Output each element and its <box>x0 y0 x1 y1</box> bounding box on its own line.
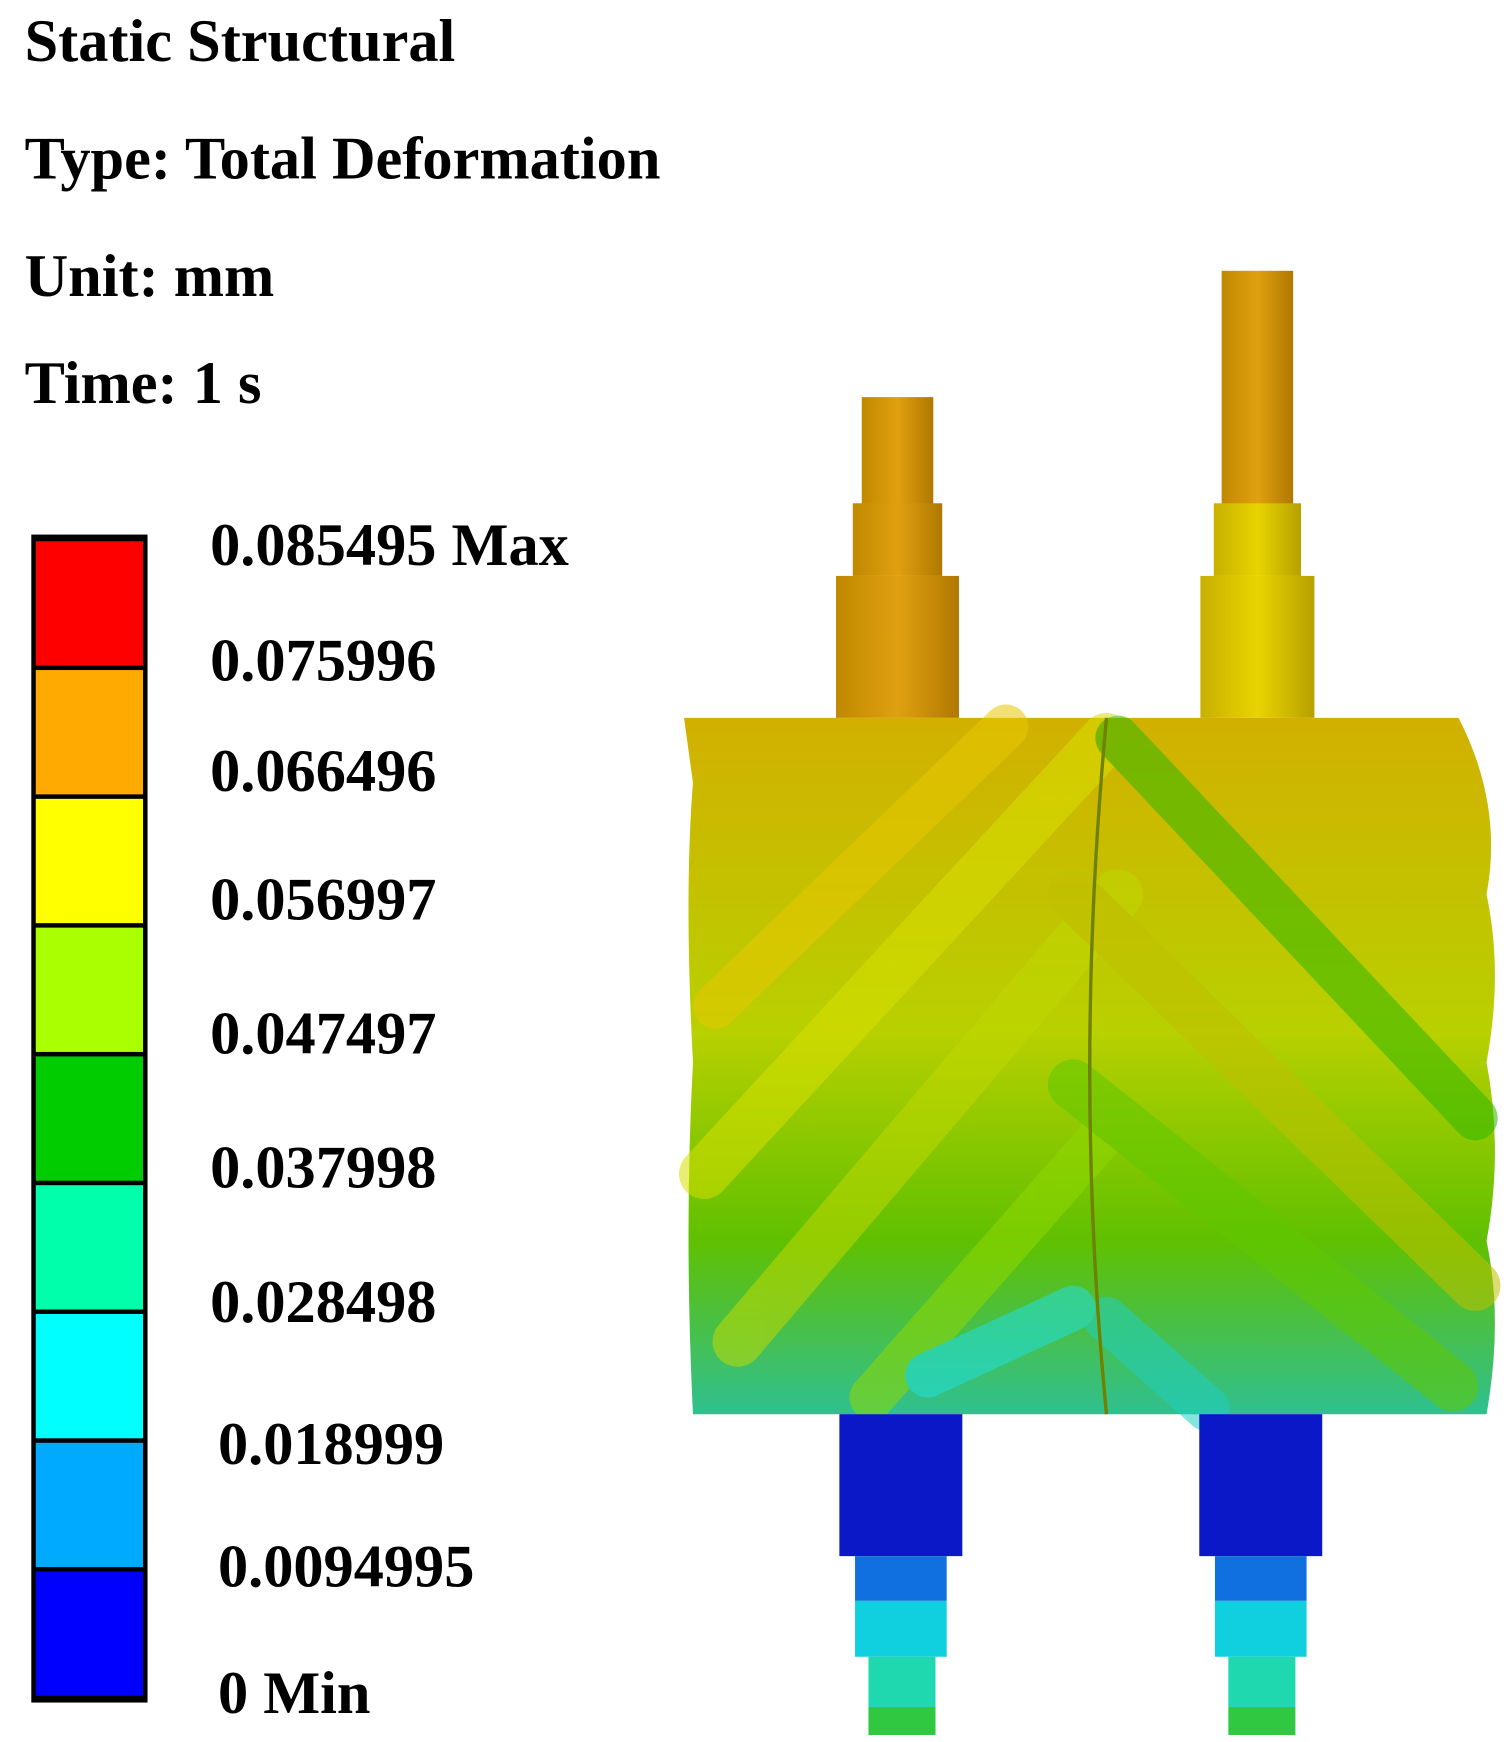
legend-band <box>35 541 144 666</box>
legend-label: 0.047497 <box>210 1001 436 1068</box>
legend-label: 0.028498 <box>210 1269 436 1336</box>
legend-band <box>35 1185 144 1310</box>
legend-label: 0.056997 <box>210 866 436 933</box>
legend-band <box>35 1571 144 1696</box>
legend-band <box>35 798 144 924</box>
legend-label: 0.066496 <box>210 738 436 805</box>
legend-band <box>35 927 144 1052</box>
legend-label: 0.037998 <box>210 1135 436 1202</box>
header-line: Static Structural <box>25 8 456 75</box>
legend-band <box>35 1442 144 1568</box>
legend-label: 0 Min <box>218 1660 371 1727</box>
header-line: Unit: mm <box>25 243 275 310</box>
legend-label: 0.075996 <box>210 627 436 694</box>
legend-band <box>35 670 144 795</box>
legend-band <box>35 1056 144 1181</box>
rotor-model <box>678 270 1501 1735</box>
header-line: Time: 1 s <box>25 350 262 417</box>
legend-label: 0.0094995 <box>218 1534 474 1601</box>
legend-band <box>35 1313 144 1439</box>
legend-label: 0.018999 <box>218 1411 444 1478</box>
legend-label: 0.085495 Max <box>210 512 569 579</box>
header-line: Type: Total Deformation <box>25 125 661 192</box>
